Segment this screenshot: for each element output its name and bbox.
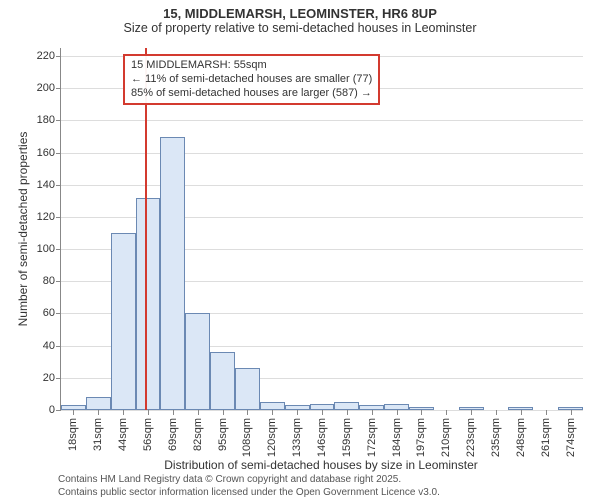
histogram-bar: [86, 397, 111, 410]
x-tick-mark: [322, 410, 323, 415]
x-axis-label: Distribution of semi-detached houses by …: [60, 458, 582, 472]
histogram-bar: [160, 137, 185, 411]
x-tick-label: 133sqm: [291, 418, 303, 457]
histogram-bar: [260, 402, 285, 410]
x-tick-mark: [297, 410, 298, 415]
x-tick-mark: [123, 410, 124, 415]
footer-line: Contains HM Land Registry data © Crown c…: [58, 474, 600, 487]
plot-area: 02040608010012014016018020022018sqm31sqm…: [60, 48, 583, 411]
x-tick-label: 18sqm: [67, 418, 79, 451]
x-tick-mark: [98, 410, 99, 415]
gridline: [61, 120, 583, 121]
callout-line: ← 11% of semi-detached houses are smalle…: [131, 73, 372, 87]
y-tick-label: 40: [43, 340, 55, 352]
x-tick-label: 210sqm: [440, 418, 452, 457]
histogram-bar: [235, 368, 260, 410]
x-tick-mark: [521, 410, 522, 415]
x-tick-label: 69sqm: [167, 418, 179, 451]
x-tick-label: 108sqm: [241, 418, 253, 457]
x-tick-mark: [173, 410, 174, 415]
x-tick-label: 44sqm: [117, 418, 129, 451]
y-tick-label: 200: [37, 82, 55, 94]
callout-line: 15 MIDDLEMARSH: 55sqm: [131, 59, 372, 73]
y-tick-mark: [56, 56, 61, 57]
x-tick-label: 146sqm: [316, 418, 328, 457]
gridline: [61, 153, 583, 154]
x-tick-label: 120sqm: [266, 418, 278, 457]
x-tick-mark: [347, 410, 348, 415]
y-tick-mark: [56, 120, 61, 121]
x-tick-label: 223sqm: [465, 418, 477, 457]
x-tick-label: 82sqm: [192, 418, 204, 451]
x-tick-label: 274sqm: [565, 418, 577, 457]
y-tick-label: 140: [37, 179, 55, 191]
y-tick-label: 60: [43, 307, 55, 319]
x-tick-mark: [198, 410, 199, 415]
y-tick-label: 220: [37, 50, 55, 62]
x-tick-mark: [73, 410, 74, 415]
histogram-bar: [210, 352, 235, 410]
x-tick-label: 56sqm: [142, 418, 154, 451]
y-tick-mark: [56, 281, 61, 282]
y-tick-label: 120: [37, 211, 55, 223]
x-tick-label: 248sqm: [515, 418, 527, 457]
y-tick-label: 160: [37, 147, 55, 159]
x-tick-mark: [148, 410, 149, 415]
histogram-chart: 15, MIDDLEMARSH, LEOMINSTER, HR6 8UP Siz…: [0, 0, 600, 500]
x-tick-mark: [247, 410, 248, 415]
x-tick-mark: [446, 410, 447, 415]
y-axis-label: Number of semi-detached properties: [16, 48, 30, 410]
callout-line: 85% of semi-detached houses are larger (…: [131, 87, 372, 101]
x-tick-mark: [223, 410, 224, 415]
x-tick-label: 235sqm: [490, 418, 502, 457]
y-tick-label: 180: [37, 114, 55, 126]
x-tick-label: 261sqm: [540, 418, 552, 457]
y-tick-mark: [56, 378, 61, 379]
y-tick-label: 80: [43, 275, 55, 287]
title-group: 15, MIDDLEMARSH, LEOMINSTER, HR6 8UP Siz…: [0, 6, 600, 35]
chart-title: 15, MIDDLEMARSH, LEOMINSTER, HR6 8UP: [0, 6, 600, 21]
y-tick-label: 100: [37, 243, 55, 255]
y-tick-mark: [56, 217, 61, 218]
x-tick-mark: [372, 410, 373, 415]
x-tick-label: 184sqm: [391, 418, 403, 457]
x-tick-label: 172sqm: [366, 418, 378, 457]
gridline: [61, 185, 583, 186]
x-tick-mark: [397, 410, 398, 415]
y-tick-mark: [56, 249, 61, 250]
y-tick-label: 20: [43, 372, 55, 384]
chart-footer: Contains HM Land Registry data © Crown c…: [58, 474, 600, 499]
x-tick-label: 197sqm: [415, 418, 427, 457]
histogram-bar: [136, 198, 161, 410]
x-tick-mark: [471, 410, 472, 415]
x-tick-mark: [496, 410, 497, 415]
x-tick-mark: [421, 410, 422, 415]
x-tick-mark: [571, 410, 572, 415]
y-tick-mark: [56, 346, 61, 347]
x-tick-label: 31sqm: [92, 418, 104, 451]
y-tick-mark: [56, 313, 61, 314]
histogram-bar: [185, 313, 210, 410]
y-tick-mark: [56, 185, 61, 186]
callout-box: 15 MIDDLEMARSH: 55sqm← 11% of semi-detac…: [123, 54, 380, 105]
x-tick-label: 159sqm: [341, 418, 353, 457]
y-tick-label: 0: [49, 404, 55, 416]
x-tick-label: 95sqm: [217, 418, 229, 451]
histogram-bar: [334, 402, 359, 410]
x-tick-mark: [546, 410, 547, 415]
x-tick-mark: [272, 410, 273, 415]
y-tick-mark: [56, 88, 61, 89]
histogram-bar: [111, 233, 136, 410]
footer-line: Contains public sector information licen…: [58, 487, 600, 500]
y-tick-mark: [56, 153, 61, 154]
chart-subtitle: Size of property relative to semi-detach…: [0, 21, 600, 35]
y-tick-mark: [56, 410, 61, 411]
